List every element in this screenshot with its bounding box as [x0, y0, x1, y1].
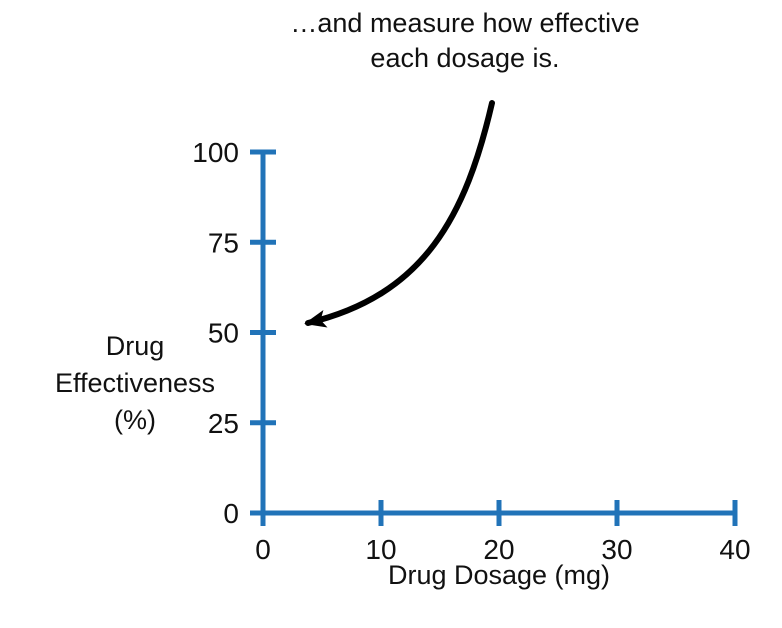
y-tick-label-50: 50 — [208, 318, 239, 349]
x-tick-label-10: 10 — [365, 534, 396, 565]
x-tick-label-20: 20 — [483, 534, 514, 565]
x-tick-label-40: 40 — [719, 534, 750, 565]
x-tick-label-0: 0 — [255, 534, 271, 565]
y-axis-title: Drug Effectiveness (%) — [30, 328, 240, 439]
annotation-line-2: each dosage is. — [370, 43, 560, 73]
y-axis-title-line-1: Drug — [105, 331, 165, 361]
annotation-text: …and measure how effective each dosage i… — [230, 6, 700, 76]
annotation-line-1: …and measure how effective — [290, 8, 640, 38]
tick-labels: 0 25 50 75 100 0 10 20 30 40 — [192, 137, 750, 565]
y-tick-label-100: 100 — [192, 137, 239, 168]
y-axis-title-line-3: (%) — [114, 405, 156, 435]
x-axis-title: Drug Dosage (mg) — [387, 560, 611, 590]
y-tick-label-25: 25 — [208, 408, 239, 439]
y-tick-label-0: 0 — [223, 498, 239, 529]
annotation-arrow-icon — [304, 100, 495, 328]
y-axis-title-line-2: Effectiveness — [54, 368, 216, 398]
axes — [250, 149, 738, 526]
y-tick-label-75: 75 — [208, 227, 239, 258]
x-tick-label-30: 30 — [601, 534, 632, 565]
